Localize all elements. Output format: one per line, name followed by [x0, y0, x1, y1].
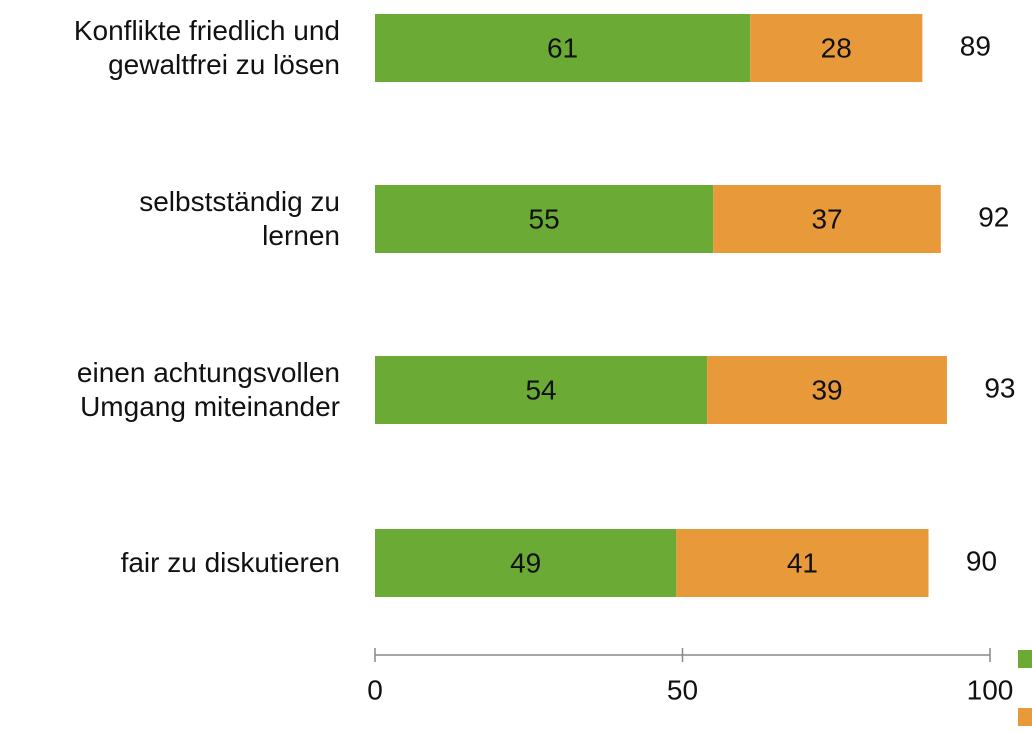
value-label: 54: [525, 374, 556, 405]
legend-swatch: [1018, 708, 1032, 726]
category-label: Konflikte friedlich und gewaltfrei zu lö…: [73, 15, 340, 80]
category-label: fair zu diskutieren: [120, 547, 340, 578]
total-label: 90: [966, 545, 997, 576]
value-label: 39: [811, 374, 842, 405]
category-label: selbstständig zu lernen: [139, 186, 340, 251]
total-label: 89: [960, 30, 991, 61]
value-label: 37: [811, 203, 842, 234]
total-label: 93: [984, 372, 1015, 403]
category-label: einen achtungsvollen Umgang miteinander: [76, 357, 340, 422]
bar-segment: [375, 529, 677, 597]
legend-swatch: [1018, 650, 1032, 668]
bar-segment: [750, 14, 923, 82]
total-label: 92: [978, 201, 1009, 232]
bar-segment: [375, 356, 708, 424]
value-label: 49: [510, 547, 541, 578]
bar-segment: [375, 185, 714, 253]
x-tick-label: 100: [967, 674, 1014, 705]
bar-segment: [375, 14, 751, 82]
value-label: 61: [547, 32, 578, 63]
x-tick-label: 50: [667, 674, 698, 705]
value-label: 28: [821, 32, 852, 63]
x-tick-label: 0: [367, 674, 383, 705]
value-label: 55: [529, 203, 560, 234]
bar-segment: [713, 185, 941, 253]
value-label: 41: [787, 547, 818, 578]
bar-segment: [707, 356, 947, 424]
bar-segment: [676, 529, 929, 597]
